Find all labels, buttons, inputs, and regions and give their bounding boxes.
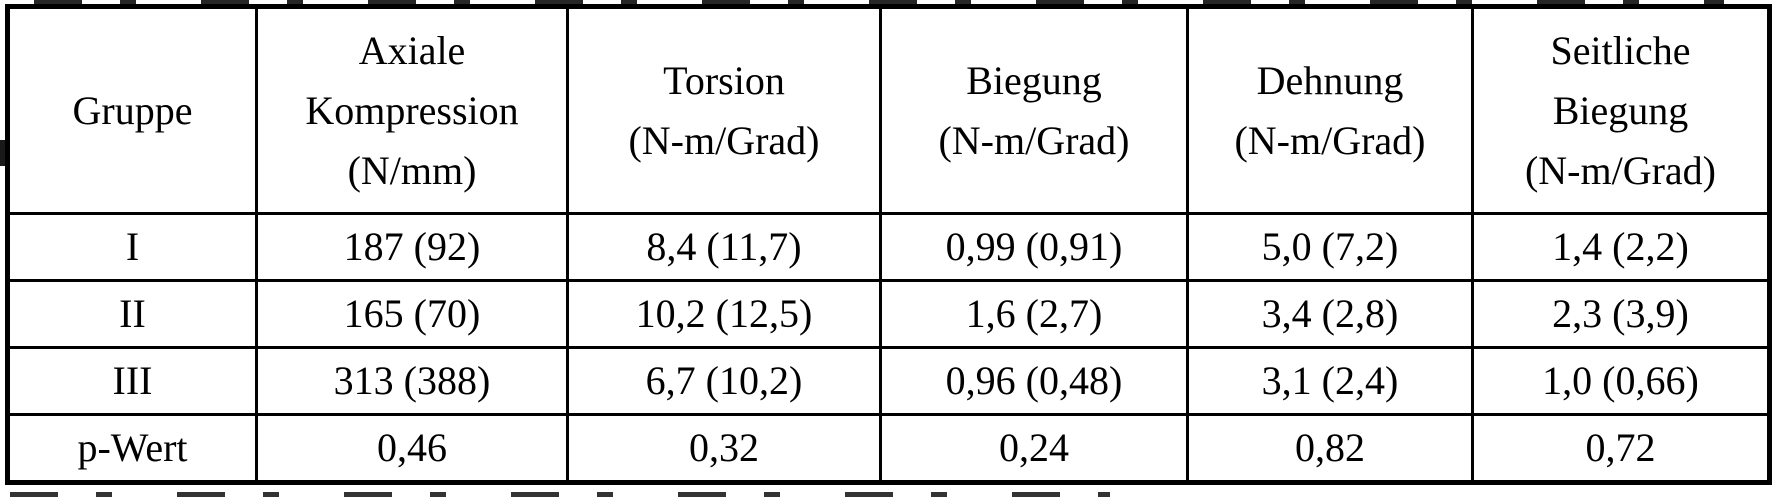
- table-row-gruppe-i: I 187 (92) 8,4 (11,7) 0,99 (0,91) 5,0 (7…: [6, 212, 1771, 282]
- column-header-axiale-kompression: Axiale Kompression (N/mm): [255, 5, 569, 215]
- table-cell: 0,24: [879, 413, 1189, 484]
- table-cell: 187 (92): [255, 212, 569, 282]
- column-header-dehnung: Dehnung (N-m/Grad): [1186, 5, 1474, 215]
- biomechanics-results-table: Gruppe Axiale Kompression (N/mm) Torsion…: [5, 4, 1772, 485]
- table-cell: 1,0 (0,66): [1471, 346, 1771, 416]
- row-label-gruppe-i: I: [6, 212, 258, 282]
- table-cell: 0,82: [1186, 413, 1474, 484]
- column-header-gruppe: Gruppe: [6, 5, 258, 215]
- column-header-seitliche-biegung: Seitliche Biegung (N-m/Grad): [1471, 5, 1771, 215]
- row-label-gruppe-iii: III: [6, 346, 258, 416]
- table-row-p-wert: p-Wert 0,46 0,32 0,24 0,82 0,72: [6, 413, 1771, 484]
- header-row: Gruppe Axiale Kompression (N/mm) Torsion…: [6, 5, 1771, 215]
- table-cell: 1,4 (2,2): [1471, 212, 1771, 282]
- table-cell: 3,1 (2,4): [1186, 346, 1474, 416]
- scan-noise-bottom-edge: [10, 492, 1110, 497]
- table-cell: 0,32: [566, 413, 882, 484]
- table-cell: 3,4 (2,8): [1186, 279, 1474, 349]
- table-cell: 165 (70): [255, 279, 569, 349]
- column-header-biegung: Biegung (N-m/Grad): [879, 5, 1189, 215]
- table-cell: 8,4 (11,7): [566, 212, 882, 282]
- row-label-gruppe-ii: II: [6, 279, 258, 349]
- table-cell: 6,7 (10,2): [566, 346, 882, 416]
- table-cell: 313 (388): [255, 346, 569, 416]
- table-row-gruppe-ii: II 165 (70) 10,2 (12,5) 1,6 (2,7) 3,4 (2…: [6, 279, 1771, 349]
- table-cell: 10,2 (12,5): [566, 279, 882, 349]
- table-cell: 5,0 (7,2): [1186, 212, 1474, 282]
- table-cell: 0,99 (0,91): [879, 212, 1189, 282]
- table-cell: 0,72: [1471, 413, 1771, 484]
- table-cell: 0,96 (0,48): [879, 346, 1189, 416]
- table-cell: 1,6 (2,7): [879, 279, 1189, 349]
- table-cell: 0,46: [255, 413, 569, 484]
- table-row-gruppe-iii: III 313 (388) 6,7 (10,2) 0,96 (0,48) 3,1…: [6, 346, 1771, 416]
- column-header-torsion: Torsion (N-m/Grad): [566, 5, 882, 215]
- table-cell: 2,3 (3,9): [1471, 279, 1771, 349]
- row-label-p-wert: p-Wert: [6, 413, 258, 484]
